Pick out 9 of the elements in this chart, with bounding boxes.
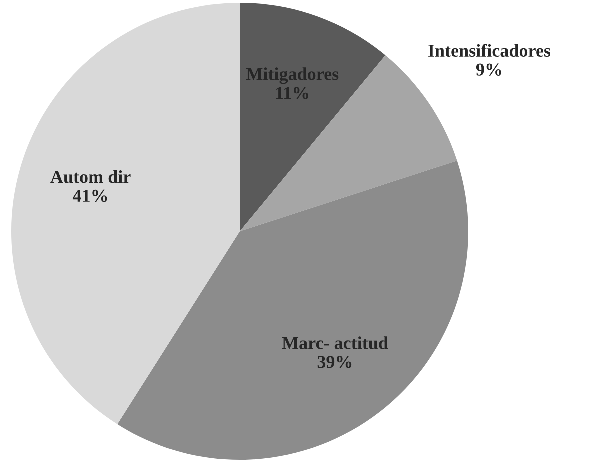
data-label: 9% [476, 64, 502, 76]
pie-slice [240, 55, 458, 232]
slice-label: Marc- actitud [282, 336, 388, 350]
data-label: 39% [318, 356, 352, 368]
pie-slice [12, 3, 240, 424]
slice-label: Autom dir [50, 170, 131, 184]
slice-label: Intensificadores [428, 44, 551, 58]
pie-slice [240, 3, 386, 232]
data-label: 41% [72, 190, 108, 202]
